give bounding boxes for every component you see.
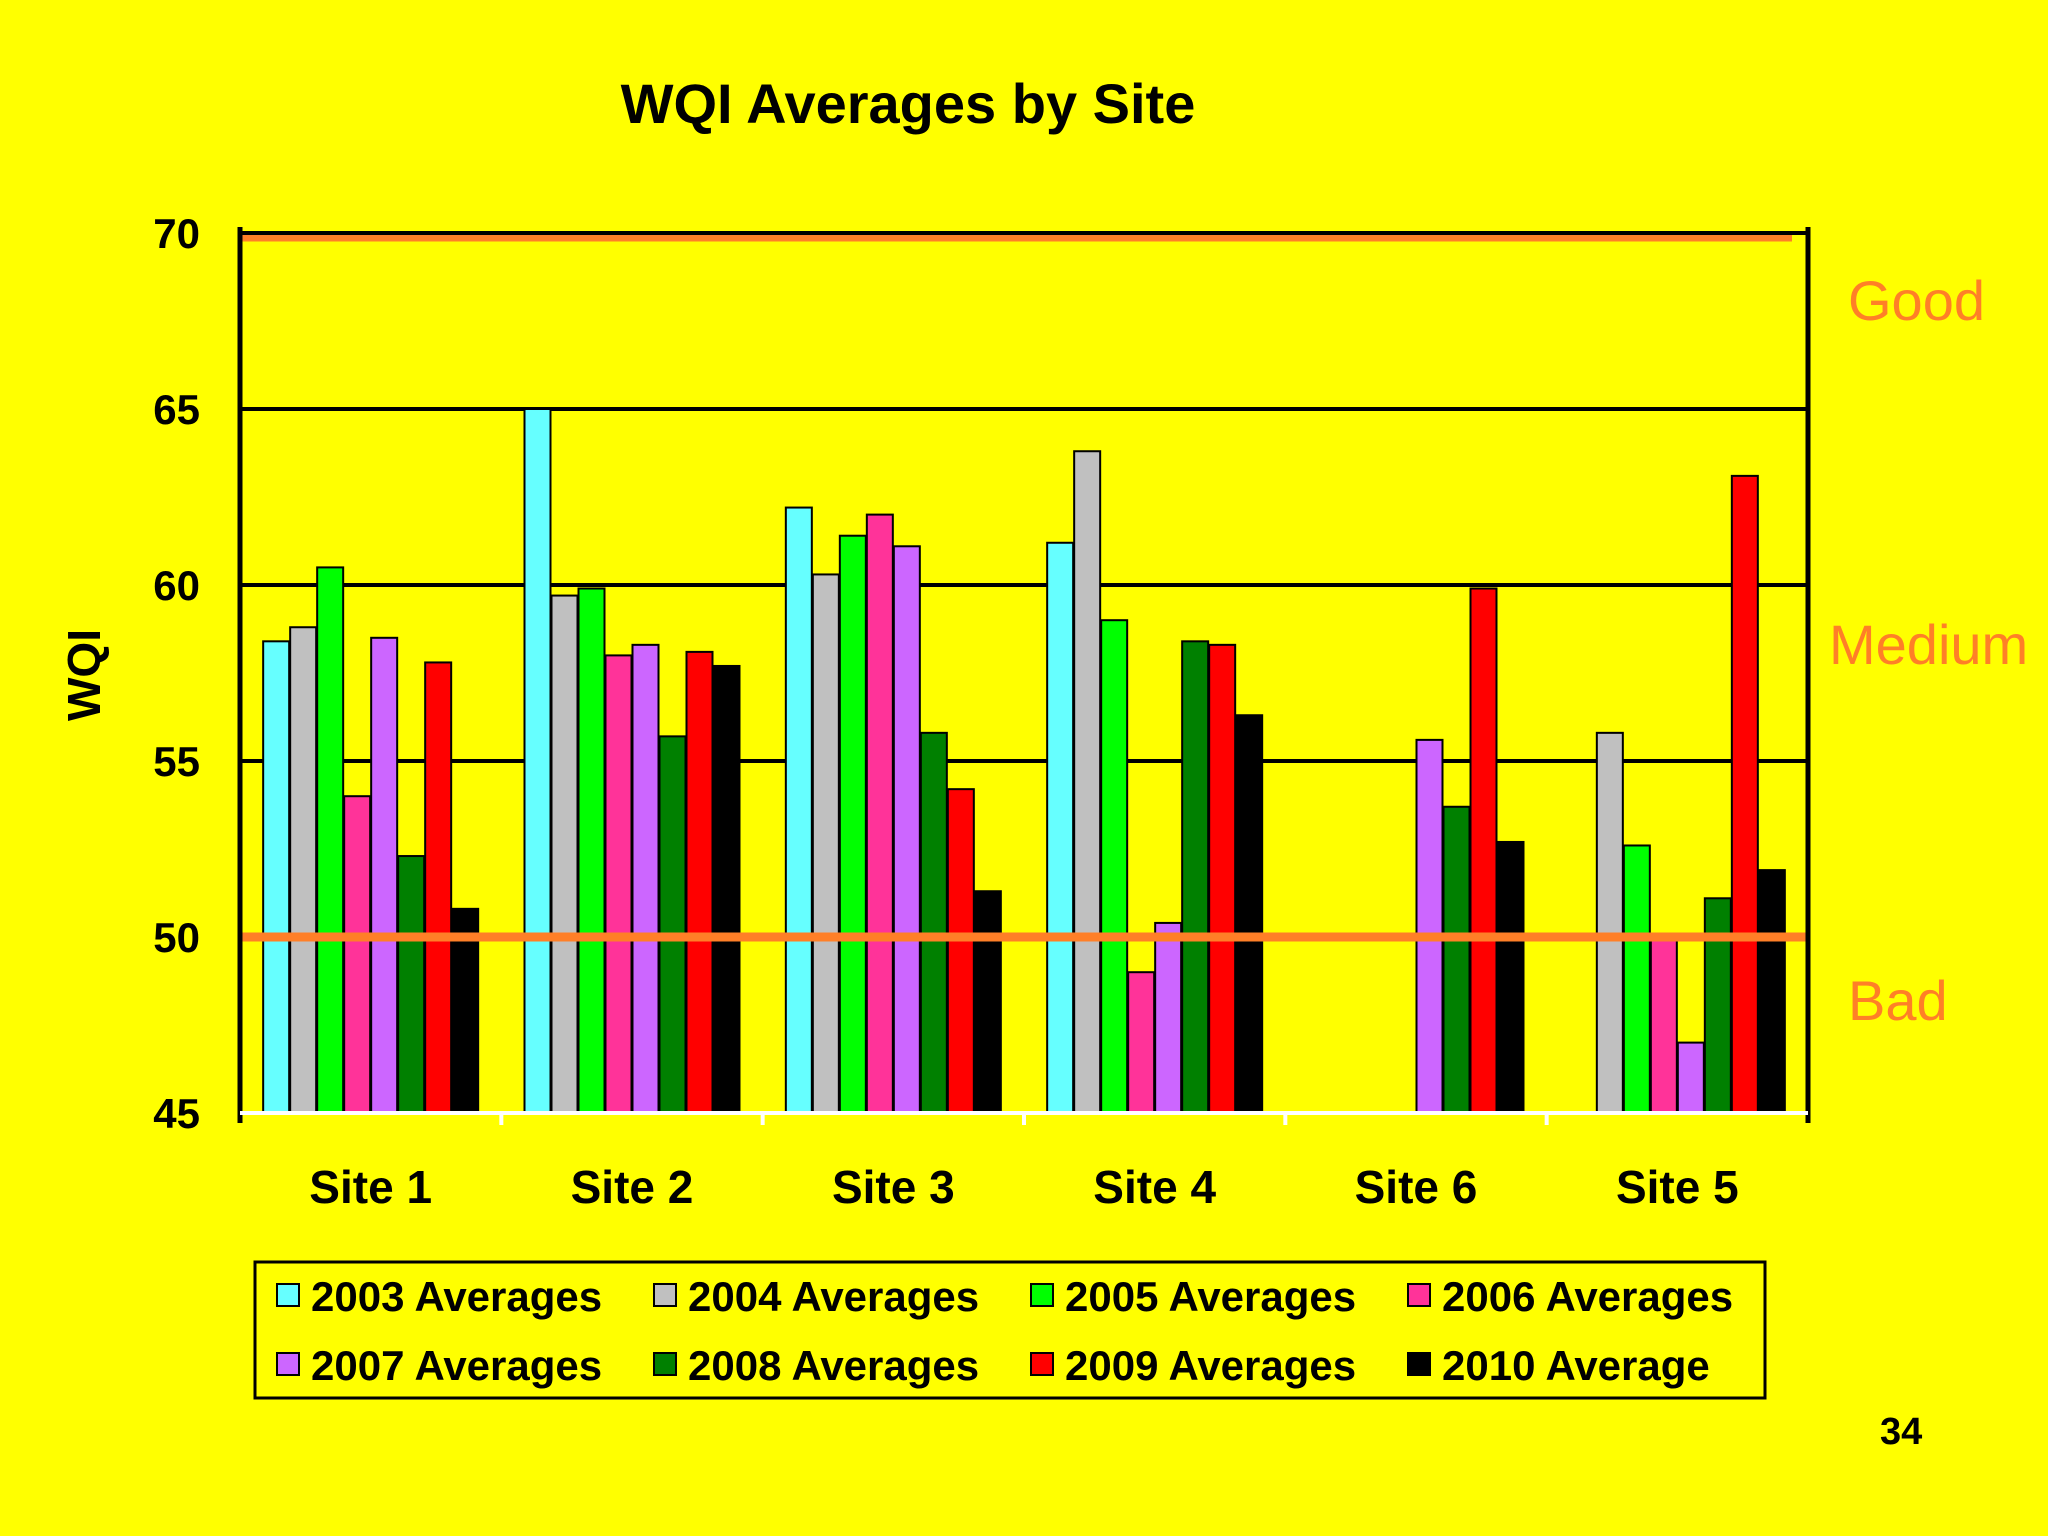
legend-item-label: 2005 Averages	[1065, 1273, 1356, 1320]
legend-swatch	[653, 1283, 677, 1307]
bar-site6-8	[1496, 840, 1525, 1115]
bar-site5-6	[1703, 897, 1732, 1115]
zone-label-medium: Medium	[1829, 613, 2028, 676]
bar-site3-5	[892, 545, 921, 1114]
bar-site3-6	[919, 731, 948, 1115]
x-tick-label: Site 3	[832, 1161, 955, 1213]
bar-site1-6	[397, 855, 426, 1114]
legend-swatch	[1030, 1352, 1054, 1376]
y-tick-label: 65	[153, 386, 200, 433]
legend-swatch	[1407, 1283, 1431, 1307]
bar-site6-5	[1415, 738, 1444, 1114]
page-number: 34	[1880, 1411, 1922, 1453]
bar-site1-8	[451, 907, 480, 1115]
bar-site3-3	[838, 534, 867, 1114]
bar-site3-1	[784, 506, 813, 1114]
plot-area: Site 1 Site 2 Site 3 Site 4 Site 6 Site 5 45 50…	[153, 210, 1811, 1213]
bar-site2-8	[712, 664, 741, 1115]
bar-site3-2	[811, 573, 840, 1114]
bar-site1-7	[424, 661, 453, 1114]
bar-site6-7	[1469, 587, 1498, 1114]
y-tick-label: 60	[153, 562, 200, 609]
bar-site2-6	[658, 735, 687, 1114]
bar-site1-5	[370, 636, 399, 1114]
bar-site1-2	[289, 626, 318, 1114]
bar-site2-7	[685, 650, 714, 1114]
bar-site4-2	[1073, 450, 1102, 1114]
bar-site2-1	[523, 408, 552, 1114]
bar-site1-4	[343, 795, 372, 1114]
legend-item-label: 2008 Averages	[688, 1342, 979, 1389]
bar-site5-2	[1595, 731, 1624, 1115]
legend-swatch	[1030, 1283, 1054, 1307]
bar-site4-8	[1235, 714, 1264, 1114]
bar-site5-3	[1622, 844, 1651, 1114]
chart-title: WQI Averages by Site	[621, 72, 1196, 135]
bar-site2-5	[631, 643, 660, 1115]
bar-site1-1	[262, 640, 291, 1114]
legend-item-label: 2010 Average	[1442, 1342, 1710, 1389]
x-tick-label: Site 1	[309, 1161, 432, 1213]
y-axis-label: WQI	[58, 629, 110, 721]
bar-site4-3	[1100, 619, 1129, 1114]
x-tick-label: Site 4	[1093, 1161, 1216, 1213]
bar-site4-6	[1181, 640, 1210, 1114]
legend-item-label: 2006 Averages	[1442, 1273, 1733, 1320]
bar-site1-3	[316, 566, 345, 1114]
y-tick-label: 45	[153, 1090, 200, 1137]
legend-swatch	[276, 1352, 300, 1376]
legend-item-label: 2007 Averages	[311, 1342, 602, 1389]
zone-label-bad: Bad	[1848, 969, 1948, 1032]
legend-swatch	[1407, 1352, 1431, 1376]
bar-site5-5	[1676, 1041, 1705, 1114]
bar-site5-4	[1649, 936, 1678, 1114]
bar-site3-8	[973, 890, 1002, 1114]
zone-label-good: Good	[1848, 269, 1985, 332]
bar-site4-7	[1208, 643, 1237, 1115]
y-tick-label: 55	[153, 738, 200, 785]
bar-site5-8	[1757, 869, 1786, 1114]
bar-site4-5	[1154, 921, 1183, 1114]
legend-item-label: 2003 Averages	[311, 1273, 602, 1320]
bar-site5-7	[1730, 474, 1759, 1114]
legend-swatch	[276, 1283, 300, 1307]
legend: 2003 Averages 2004 Averages 2005 Averages 2…	[253, 1260, 1767, 1400]
bar-site2-3	[577, 587, 606, 1114]
bar-site2-2	[550, 594, 579, 1114]
legend-item-label: 2004 Averages	[688, 1273, 979, 1320]
x-tick-label: Site 6	[1355, 1161, 1478, 1213]
y-tick-label: 70	[153, 210, 200, 257]
x-tick-label: Site 2	[571, 1161, 694, 1213]
legend-swatch	[653, 1352, 677, 1376]
bar-site6-6	[1442, 805, 1471, 1114]
y-tick-label: 50	[153, 914, 200, 961]
legend-box	[253, 1260, 1767, 1400]
bar-site4-4	[1127, 971, 1156, 1115]
x-tick-label: Site 5	[1616, 1161, 1739, 1213]
bar-site3-4	[865, 513, 894, 1114]
bar-site3-7	[946, 788, 975, 1114]
bar-site2-4	[604, 654, 633, 1115]
bar-site4-1	[1046, 541, 1075, 1114]
legend-item-label: 2009 Averages	[1065, 1342, 1356, 1389]
